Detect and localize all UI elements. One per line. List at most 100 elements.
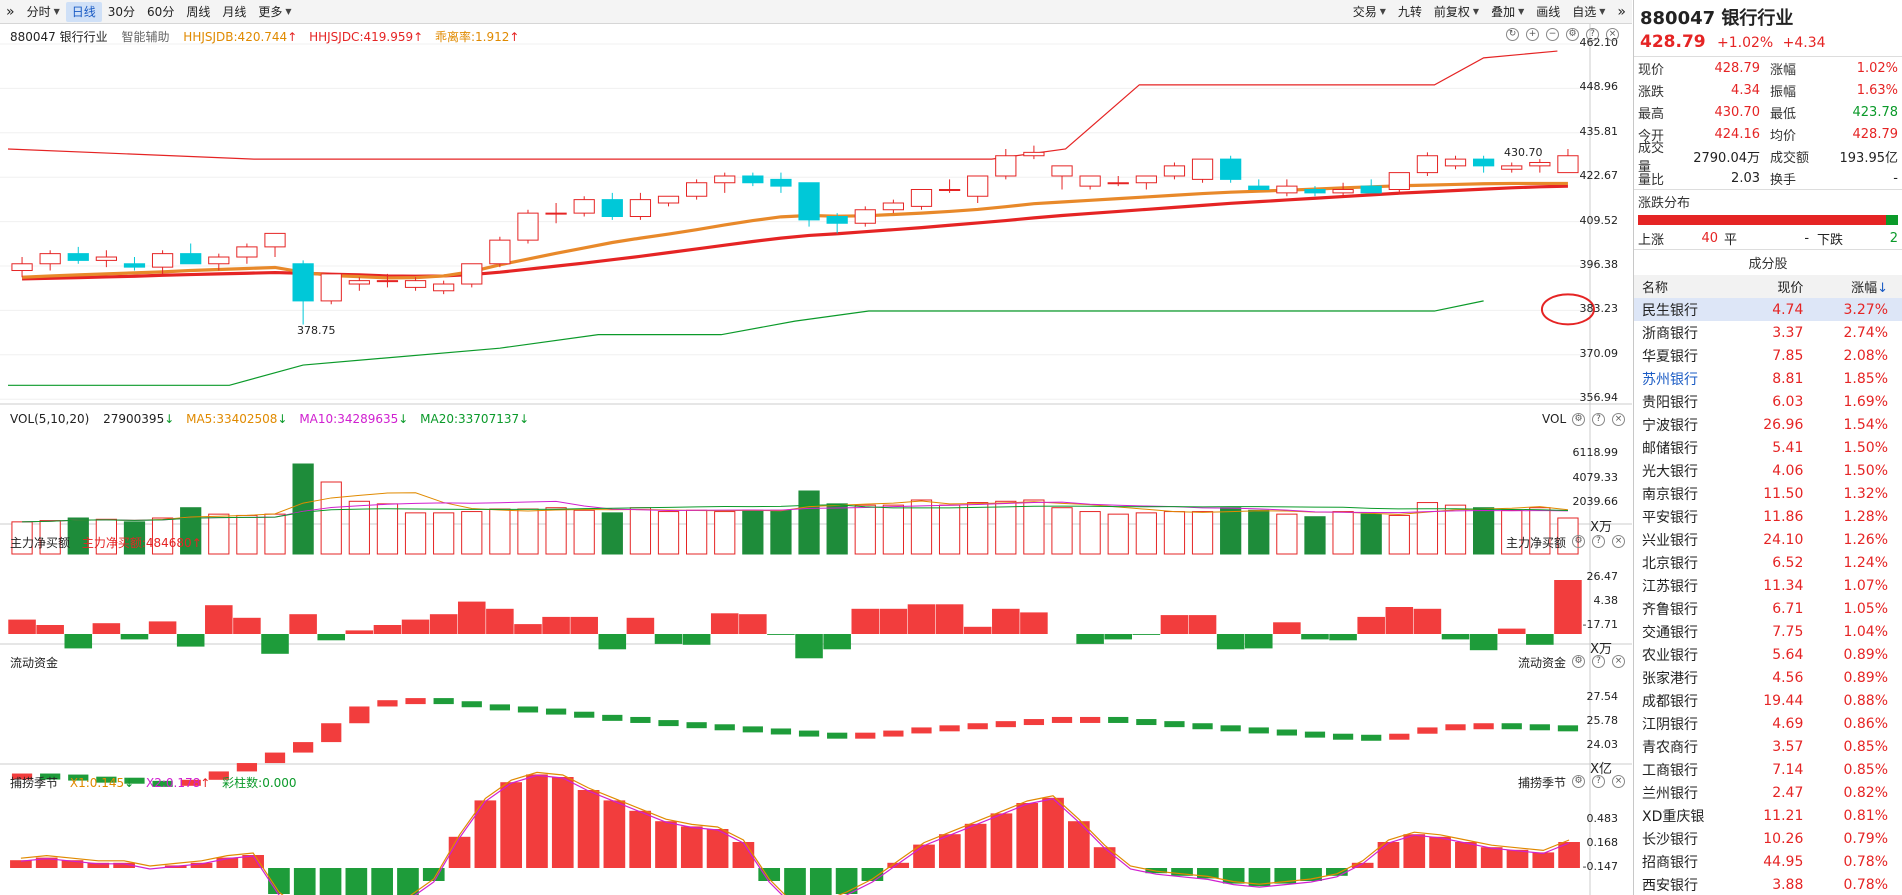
chart-svg[interactable] [0,24,1632,895]
help-icon[interactable]: ? [1592,775,1605,788]
col-change[interactable]: 涨幅↓ [1815,275,1902,298]
candle-body [1360,185,1382,194]
help-icon[interactable]: ? [1592,535,1605,548]
table-row[interactable]: 工商银行 7.14 0.85% [1634,758,1902,781]
settings-icon[interactable]: ⚙ [1572,775,1585,788]
settings-icon[interactable]: ⚙ [1566,28,1579,41]
ma-slow-line [22,184,1568,281]
table-row[interactable]: 长沙银行 10.26 0.79% [1634,827,1902,850]
col-name[interactable]: 名称 [1642,281,1669,296]
zoom-out-icon[interactable]: − [1546,28,1559,41]
close-icon[interactable]: × [1612,413,1625,426]
close-icon[interactable]: × [1612,655,1625,668]
table-row[interactable]: 宁波银行 26.96 1.54% [1634,413,1902,436]
toolbar-left-4[interactable]: 周线 [180,2,216,22]
toolbar-right-4[interactable]: 画线 [1530,2,1566,22]
table-row[interactable]: 平安银行 11.86 1.28% [1634,505,1902,528]
table-row[interactable]: 兴业银行 24.10 1.26% [1634,528,1902,551]
refresh-icon[interactable]: ↻ [1506,28,1519,41]
table-row[interactable]: 邮储银行 5.41 1.50% [1634,436,1902,459]
candle-body [39,253,61,265]
toolbar-left-3[interactable]: 60分 [141,2,180,22]
season-bar [1326,868,1348,876]
vol-ma20: MA20:33707137 [420,412,520,426]
smart-assist-label[interactable]: 智能辅助 [121,30,169,44]
table-row[interactable]: 华夏银行 7.85 2.08% [1634,344,1902,367]
stat-label: 量比 [1638,172,1665,188]
table-row[interactable]: 苏州银行 8.81 1.85% [1634,367,1902,390]
season-header: 捕捞季节 X1:0.145↓ X2:0.178↑ 彩柱数:0.000 [10,774,297,791]
table-row[interactable]: 交通银行 7.75 1.04% [1634,620,1902,643]
net-buy-bar [8,619,36,634]
close-icon[interactable]: × [1612,775,1625,788]
collapse-panel-icon[interactable]: » [1617,3,1626,20]
volume-bar [1079,511,1101,555]
table-row[interactable]: 张家港行 4.56 0.89% [1634,666,1902,689]
stock-name: XD重庆银 [1642,808,1705,825]
close-icon[interactable]: × [1606,28,1619,41]
table-row[interactable]: 农业银行 5.64 0.89% [1634,643,1902,666]
table-row[interactable]: XD重庆银 11.21 0.81% [1634,804,1902,827]
table-row[interactable]: 江苏银行 11.34 1.07% [1634,574,1902,597]
toolbar-right-3[interactable]: 叠加 ▼ [1485,2,1530,22]
table-row[interactable]: 齐鲁银行 6.71 1.05% [1634,597,1902,620]
help-icon[interactable]: ? [1592,413,1605,426]
toolbar-right-1[interactable]: 九转 [1392,2,1428,22]
zoom-in-icon[interactable]: + [1526,28,1539,41]
dropdown-arrow-icon: ▼ [1518,7,1525,16]
table-row[interactable]: 兰州银行 2.47 0.82% [1634,781,1902,804]
table-row[interactable]: 南京银行 11.50 1.32% [1634,482,1902,505]
dist-up-bar [1638,215,1886,225]
stock-name: 招商银行 [1642,854,1698,871]
table-row[interactable]: 西安银行 3.88 0.78% [1634,873,1902,895]
double-chevron-icon[interactable]: » [6,3,15,20]
y-tick-label: 356.94 [1579,391,1619,405]
table-row[interactable]: 招商银行 44.95 0.78% [1634,850,1902,873]
stock-name: 浙商银行 [1642,325,1698,342]
candle-body [1163,165,1186,177]
flow-bar [630,716,651,723]
chart-area[interactable]: 880047 银行行业 智能辅助 HHJSJDB:420.744↑ HHJSJD… [0,24,1632,895]
toolbar-right-0[interactable]: 交易 ▼ [1347,2,1392,22]
toolbar-left-1[interactable]: 日线 [65,1,102,22]
season-bar [1351,862,1374,868]
table-row[interactable]: 成都银行 19.44 0.88% [1634,689,1902,712]
close-icon[interactable]: × [1612,535,1625,548]
toolbar-label: 叠加 [1491,5,1516,19]
toolbar-left-2[interactable]: 30分 [102,2,141,22]
candle-body [601,199,623,218]
col-price[interactable]: 现价 [1777,281,1804,296]
help-icon[interactable]: ? [1586,28,1599,41]
stocks-title: 成分股 [1634,249,1902,275]
net-buy-bar [879,608,908,634]
quote-row: 最高 430.70 最低 423.78 [1634,101,1902,123]
table-row[interactable]: 江阴银行 4.69 0.86% [1634,712,1902,735]
candle-body [1304,188,1326,194]
toolbar-left-5[interactable]: 月线 [216,2,252,22]
net-buy-bar [92,623,121,634]
toolbar-left-0[interactable]: 分时 ▼ [21,2,66,22]
flow-bar [11,773,33,780]
toolbar-left-6[interactable]: 更多 ▼ [252,2,297,22]
table-row[interactable]: 青农商行 3.57 0.85% [1634,735,1902,758]
volume-bar [826,503,848,555]
net-buy-bar [486,608,514,634]
toolbar-right-5[interactable]: 自选 ▼ [1566,2,1611,22]
stat-label: 振幅 [1770,84,1797,100]
table-row[interactable]: 民生银行 4.74 3.27% [1634,298,1902,321]
stock-price: 10.26 [1763,830,1804,847]
table-row[interactable]: 北京银行 6.52 1.24% [1634,551,1902,574]
settings-icon[interactable]: ⚙ [1572,535,1585,548]
season-bar [1222,868,1245,884]
table-row[interactable]: 贵阳银行 6.03 1.69% [1634,390,1902,413]
toolbar-right-2[interactable]: 前复权 ▼ [1428,2,1485,22]
settings-icon[interactable]: ⚙ [1572,413,1585,426]
settings-icon[interactable]: ⚙ [1572,655,1585,668]
help-icon[interactable]: ? [1592,655,1605,668]
stock-change: 0.86% [1843,715,1888,732]
stat-label: 换手 [1770,172,1797,188]
table-row[interactable]: 光大银行 4.06 1.50% [1634,459,1902,482]
table-row[interactable]: 浙商银行 3.37 2.74% [1634,321,1902,344]
volume-bar [629,507,652,555]
vol-controls: ⚙? × [1572,413,1625,426]
